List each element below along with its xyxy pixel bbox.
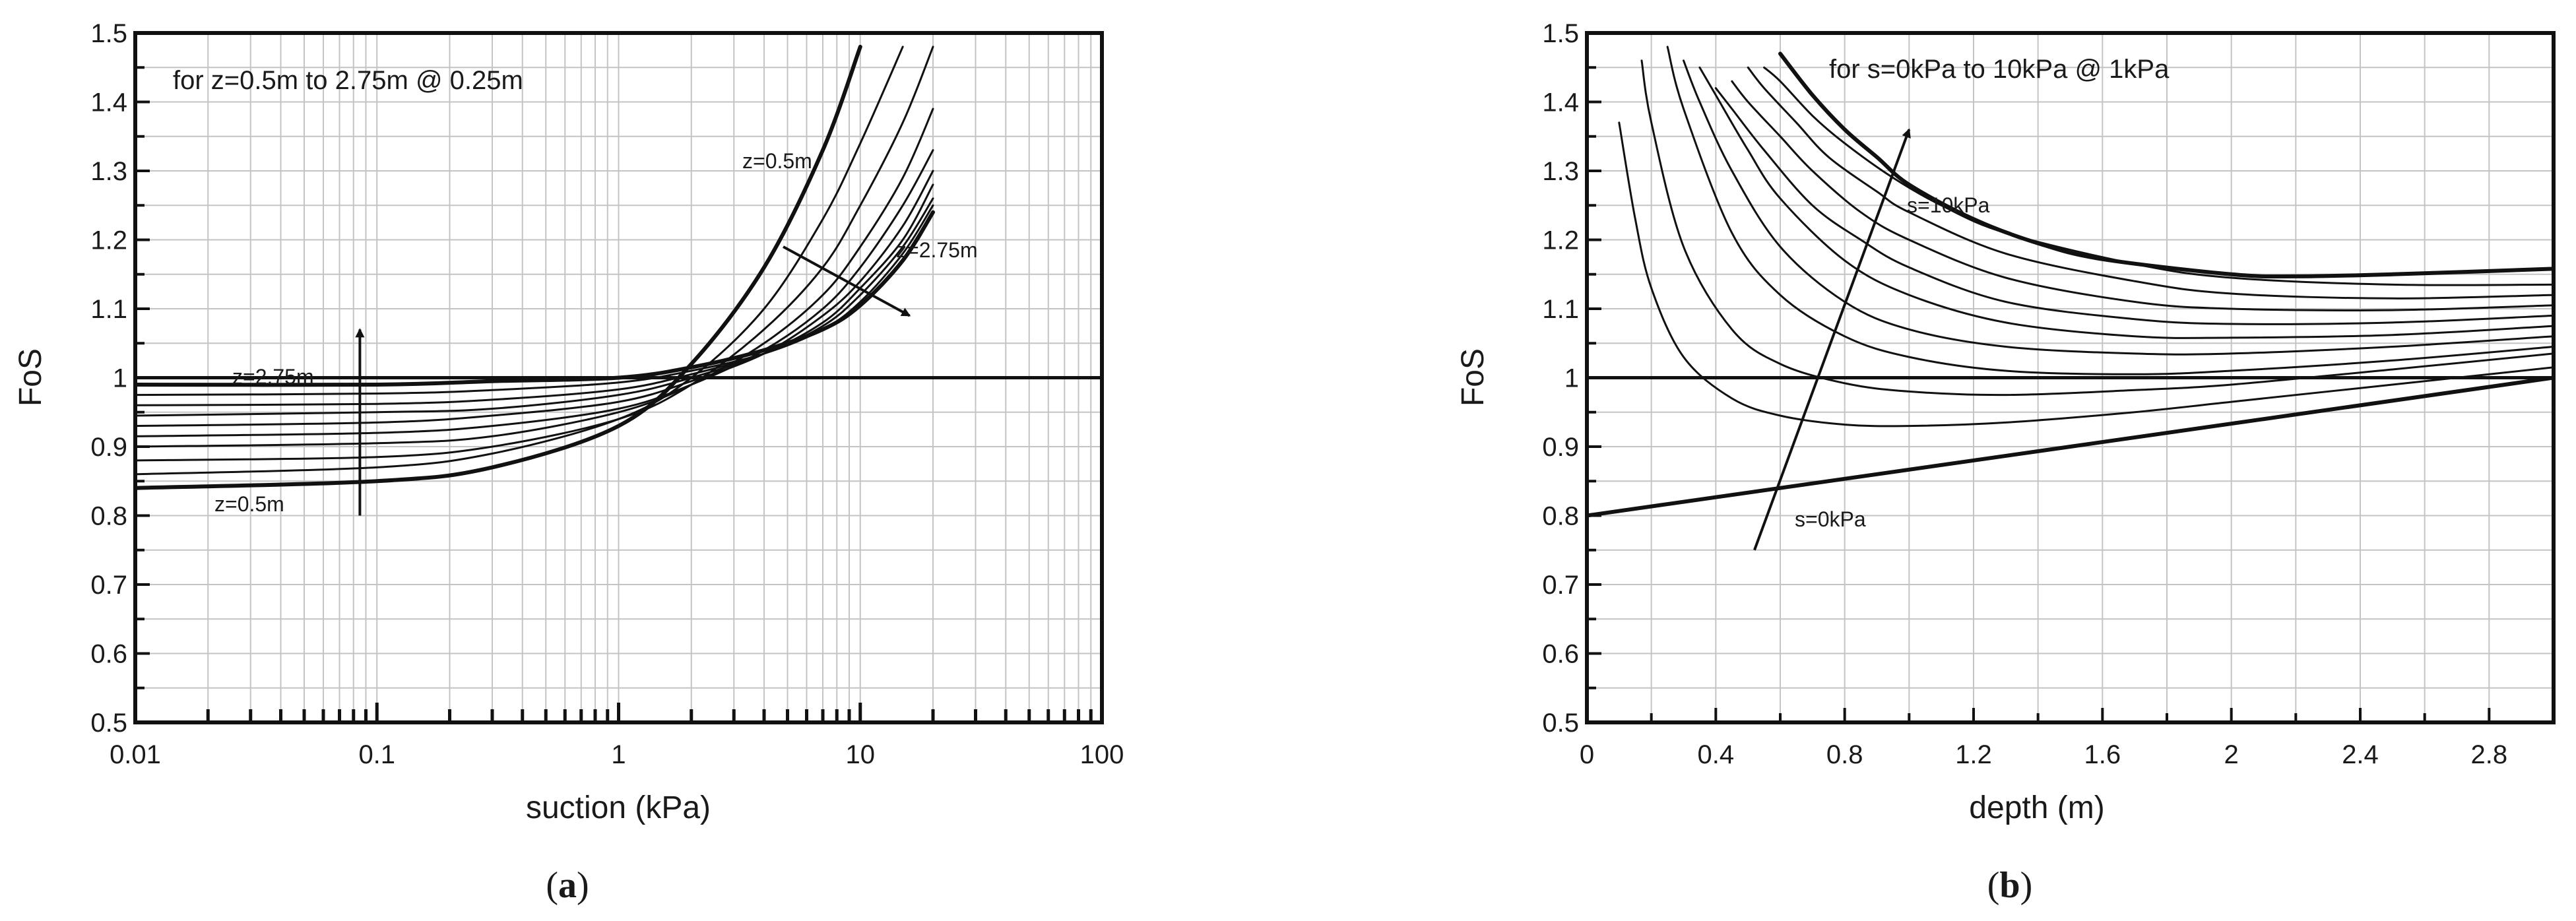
series-line (1714, 87, 2554, 325)
chart-a-ticks (133, 32, 1093, 724)
chart-b-grid (1586, 32, 2554, 723)
x-tick-label: 0 (1580, 740, 1594, 769)
y-tick-label: 1.1 (1542, 295, 1579, 324)
x-tick-label: 0.1 (358, 740, 395, 769)
panel-label-a: (a) (546, 865, 589, 906)
chart-b-ticklabels: 0.5 0.6 0.7 0.8 0.9 1 1.1 1.2 1.3 1.4 1.5 0 0.4 0.8 1.… (1542, 19, 2507, 769)
y-tick-label: 0.6 (90, 640, 127, 669)
series-line (135, 46, 934, 462)
chart-a-ylabel: FoS (13, 348, 48, 406)
chart-b-series (1587, 46, 2554, 518)
series-line (1763, 66, 2554, 286)
x-tick-label: 1.6 (2084, 740, 2121, 769)
y-tick-label: 0.5 (90, 709, 127, 738)
chart-b-label-smin: s=0kPa (1795, 507, 1866, 531)
y-tick-label: 1 (1564, 364, 1579, 393)
series-line (135, 44, 862, 490)
chart-a-label-zmax-low: z=2.75m (232, 365, 314, 389)
x-tick-label: 0.8 (1826, 740, 1863, 769)
chart-a-header: for z=0.5m to 2.75m @ 0.25m (173, 66, 523, 95)
chart-b-ticks (1586, 32, 2555, 724)
x-tick-label: 1.2 (1955, 740, 1992, 769)
y-tick-label: 0.8 (1542, 502, 1579, 531)
series-line (135, 210, 935, 387)
panel-label-b: (b) (1987, 865, 2032, 906)
chart-a-arrows (355, 245, 911, 516)
chart-a-label-zmax-high: z=2.75m (896, 238, 978, 262)
chart-a: 0.5 0.6 0.7 0.8 0.9 1 1.1 1.2 1.3 1.4 1.5 0.01 0.1 1 1… (13, 19, 1124, 906)
y-tick-label: 0.8 (90, 502, 127, 531)
series-line (1587, 375, 2554, 518)
chart-b-label-smax: s=10kPa (1907, 193, 1990, 217)
series-line (1698, 66, 2554, 339)
series-line (135, 197, 934, 406)
y-tick-label: 1.2 (90, 226, 127, 255)
chart-a-grid (135, 32, 1102, 723)
series-line (1683, 59, 2554, 356)
series-line (135, 170, 934, 428)
x-tick-label: 0.01 (110, 740, 161, 769)
trend-arrow (1753, 128, 1911, 551)
trend-arrow (783, 245, 911, 317)
series-line (1731, 80, 2554, 311)
series-line (1747, 66, 2554, 300)
x-tick-label: 10 (846, 740, 876, 769)
chart-a-ticklabels: 0.5 0.6 0.7 0.8 0.9 1 1.1 1.2 1.3 1.4 1.5 0.01 0.1 1 1… (90, 19, 1124, 769)
y-tick-label: 0.6 (1542, 640, 1579, 669)
series-line (1640, 59, 2554, 397)
chart-a-label-zmin-high: z=0.5m (742, 149, 812, 173)
y-tick-label: 1.4 (90, 88, 127, 117)
chart-b-header: for s=0kPa to 10kPa @ 1kPa (1829, 55, 2170, 84)
y-tick-label: 1 (113, 364, 127, 393)
y-tick-label: 0.9 (90, 433, 127, 462)
y-tick-label: 1.5 (90, 19, 127, 48)
series-line (1618, 121, 2554, 428)
y-tick-label: 1.2 (1542, 226, 1579, 255)
y-tick-label: 1.5 (1542, 19, 1579, 48)
series-line (135, 183, 934, 417)
y-tick-label: 1.4 (1542, 88, 1579, 117)
y-tick-label: 0.7 (1542, 571, 1579, 600)
y-tick-label: 0.7 (90, 571, 127, 600)
chart-b-arrows (1753, 128, 1911, 551)
chart-a-label-zmin-low: z=0.5m (214, 492, 284, 516)
x-tick-label: 0.4 (1698, 740, 1735, 769)
chart-b-ylabel: FoS (1456, 348, 1491, 406)
y-tick-label: 1.1 (90, 295, 127, 324)
y-tick-label: 1.3 (90, 157, 127, 186)
y-tick-label: 1.3 (1542, 157, 1579, 186)
chart-a-series (135, 44, 935, 490)
x-tick-label: 2.4 (2342, 740, 2379, 769)
series-line (1778, 51, 2554, 279)
chart-b: 0.5 0.6 0.7 0.8 0.9 1 1.1 1.2 1.3 1.4 1.5 0 0.4 0.8 1.… (1456, 19, 2556, 906)
x-tick-label: 100 (1080, 740, 1124, 769)
series-line (1666, 46, 2554, 375)
y-tick-label: 0.9 (1542, 433, 1579, 462)
chart-a-xlabel: suction (kPa) (526, 790, 711, 825)
x-tick-label: 1 (611, 740, 626, 769)
x-tick-label: 2 (2224, 740, 2239, 769)
series-line (135, 149, 934, 437)
y-tick-label: 0.5 (1542, 709, 1579, 738)
x-tick-label: 2.8 (2471, 740, 2508, 769)
chart-b-xlabel: depth (m) (1969, 790, 2104, 825)
